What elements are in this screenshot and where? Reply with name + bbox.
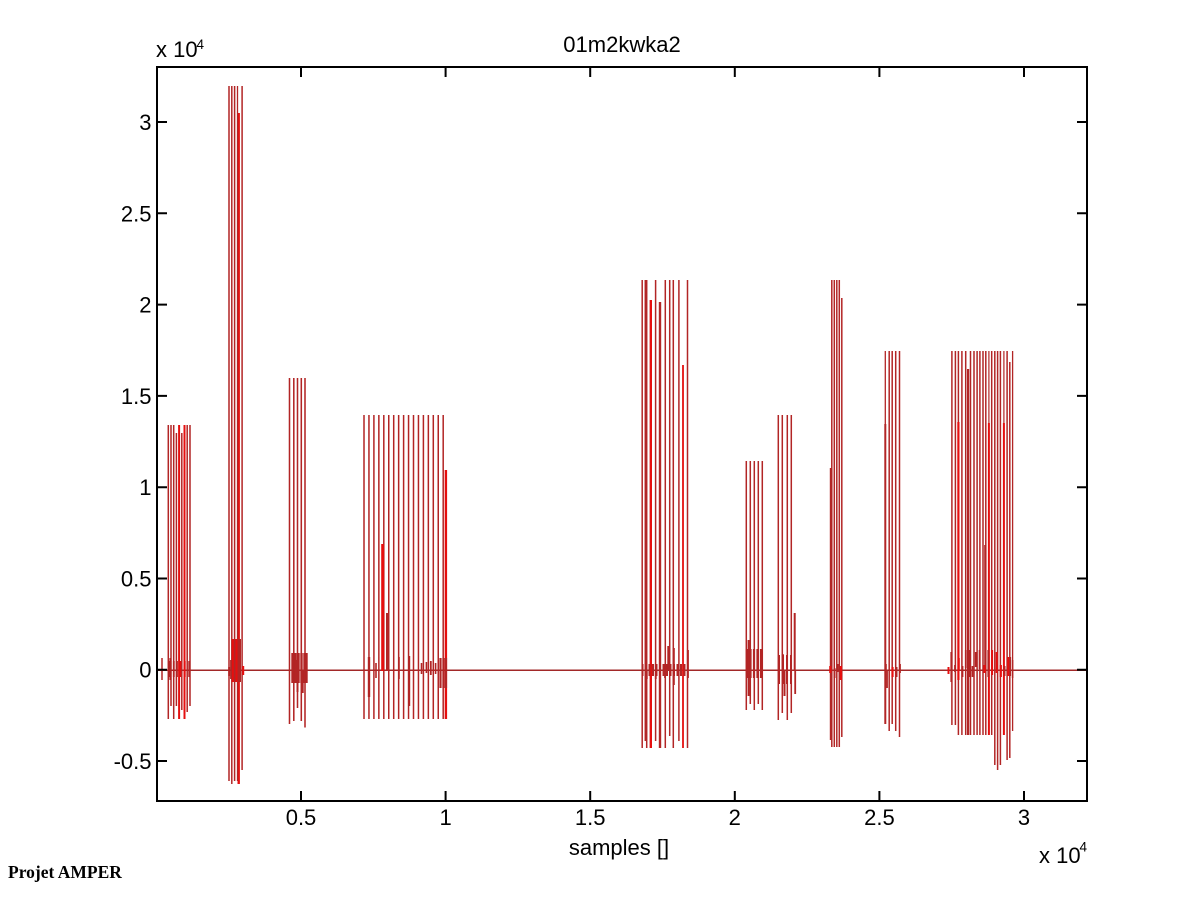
svg-text:3: 3	[139, 110, 151, 135]
svg-text:2.5: 2.5	[864, 805, 895, 830]
svg-text:2: 2	[139, 293, 151, 318]
svg-text:1.5: 1.5	[575, 805, 606, 830]
svg-text:0.5: 0.5	[286, 805, 317, 830]
svg-text:-0.5: -0.5	[114, 749, 152, 774]
svg-text:4: 4	[1080, 840, 1088, 855]
svg-text:1: 1	[139, 475, 151, 500]
svg-text:0: 0	[139, 658, 151, 683]
svg-text:3: 3	[1018, 805, 1030, 830]
svg-text:samples []: samples []	[569, 835, 669, 860]
svg-text:2.5: 2.5	[121, 201, 152, 226]
svg-text:Projet AMPER: Projet AMPER	[8, 862, 122, 882]
svg-text:x 10: x 10	[156, 37, 198, 62]
svg-text:0.5: 0.5	[121, 567, 152, 592]
svg-text:x 10: x 10	[1039, 843, 1081, 868]
svg-text:01m2kwka2: 01m2kwka2	[563, 32, 680, 57]
svg-text:1: 1	[439, 805, 451, 830]
svg-text:1.5: 1.5	[121, 384, 152, 409]
svg-text:2: 2	[729, 805, 741, 830]
svg-text:4: 4	[197, 37, 205, 52]
